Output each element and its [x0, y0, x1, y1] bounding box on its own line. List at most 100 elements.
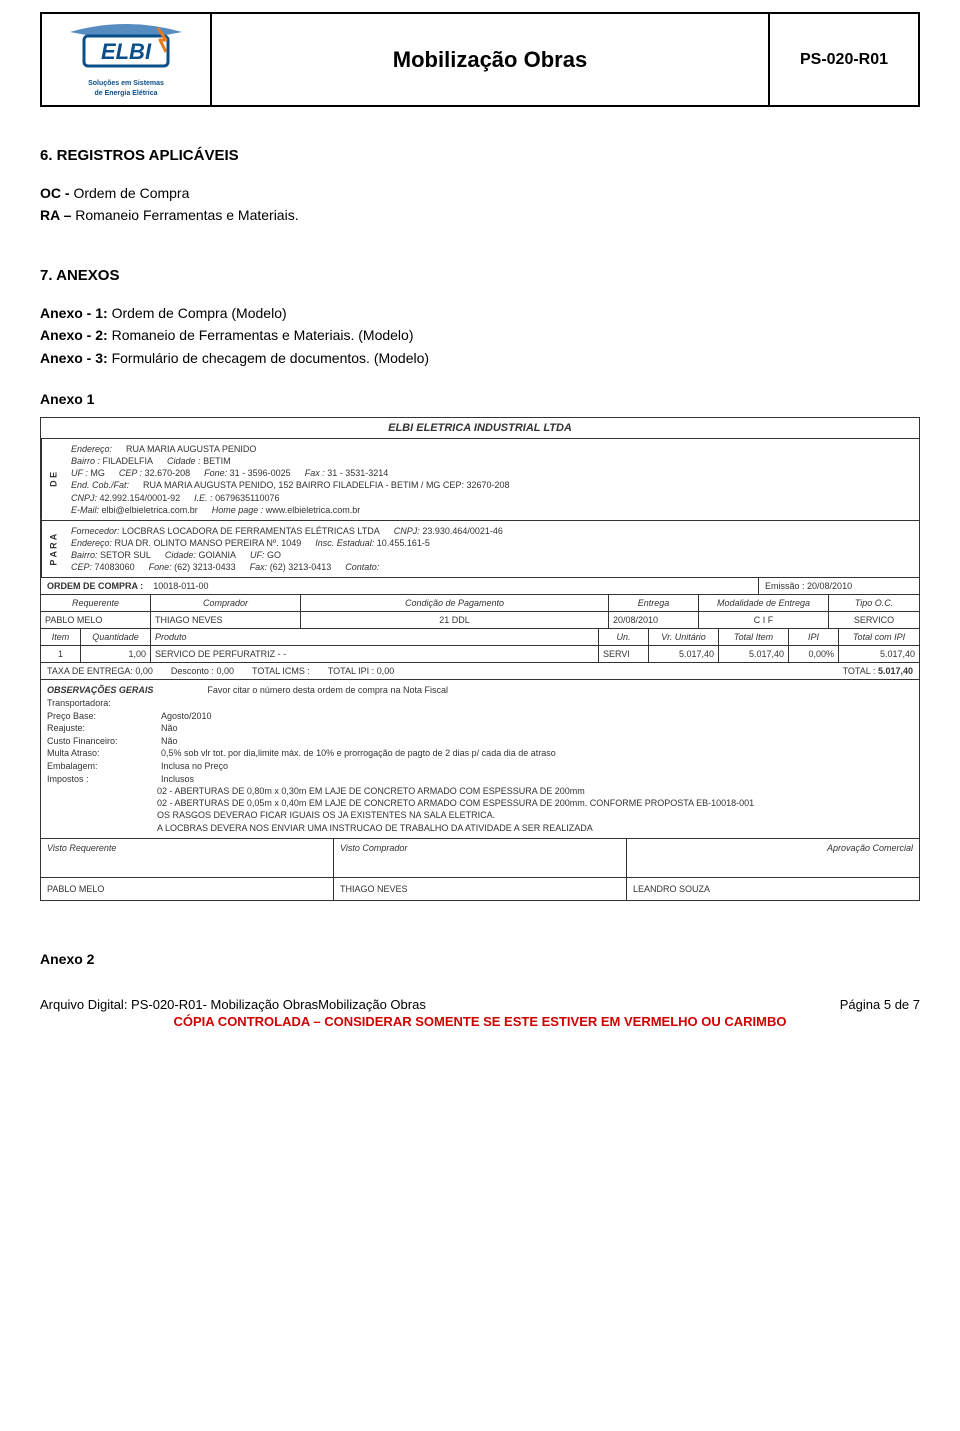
de-bairro-lab: Bairro : [71, 456, 100, 466]
ordem-row: ORDEM DE COMPRA : 10018-011-00 Emissão :… [41, 578, 919, 595]
obs-note: Favor citar o número desta ordem de comp… [207, 684, 448, 697]
para-forn: LOCBRAS LOCADORA DE FERRAMENTAS ELÉTRICA… [122, 526, 380, 536]
para-bairro-lab: Bairro: [71, 550, 98, 560]
anexo-2-line: Anexo - 2: Romaneio de Ferramentas e Mat… [40, 324, 920, 346]
sign-n1: PABLO MELO [41, 878, 334, 900]
custo-lab: Custo Financeiro: [47, 735, 147, 748]
footer-red-notice: CÓPIA CONTROLADA – CONSIDERAR SOMENTE SE… [40, 1014, 920, 1029]
tipo-val: SERVICO [854, 615, 894, 625]
doc-code: PS-020-R01 [768, 14, 918, 105]
custo-val: Não [161, 735, 178, 748]
anexo-3-label: Anexo - 3: [40, 350, 108, 366]
mod-val: C I F [754, 615, 774, 625]
para-fax: (62) 3213-0413 [270, 562, 332, 572]
section-6-line-2: RA – Romaneio Ferramentas e Materiais. [40, 204, 920, 226]
para-cidade: GOIANIA [198, 550, 236, 560]
oc-desc: Ordem de Compra [70, 185, 190, 201]
anexo-2-heading: Anexo 2 [40, 951, 920, 967]
para-rot-label: P A R A [41, 521, 65, 578]
para-fax-lab: Fax: [250, 562, 268, 572]
form-company-title: ELBI ELETRICA INDUSTRIAL LTDA [41, 418, 919, 439]
de-cidade: BETIM [203, 456, 231, 466]
logo-tagline-1: Soluções em Sistemas [66, 80, 186, 88]
para-uf: GO [267, 550, 281, 560]
order-head-row: Requerente Comprador Condição de Pagamen… [41, 595, 919, 612]
sign-n3: LEANDRO SOUZA [627, 878, 919, 900]
reaj-val: Não [161, 722, 178, 735]
de-cep-lab: CEP : [119, 468, 142, 478]
r1-totipi: 5.017,40 [839, 646, 919, 662]
t1-val: 0,00 [135, 666, 153, 676]
de-email: elbi@elbieletrica.com.br [102, 505, 198, 515]
de-fax-lab: Fax : [305, 468, 325, 478]
ordem-lab: ORDEM DE COMPRA : [47, 581, 143, 591]
ra-desc: Romaneio Ferramentas e Materiais. [71, 207, 298, 223]
col-vr: Vr. Unitário [649, 629, 719, 645]
obs-title: OBSERVAÇÕES GERAIS [47, 684, 153, 697]
r1-qtd: 1,00 [81, 646, 151, 662]
reaj-lab: Reajuste: [47, 722, 147, 735]
para-end-lab: Endereço: [71, 538, 112, 548]
order-form: ELBI ELETRICA INDUSTRIAL LTDA D E Endere… [40, 417, 920, 901]
oc-label: OC - [40, 185, 70, 201]
sign-n2: THIAGO NEVES [334, 878, 627, 900]
para-cnpj: 23.930.464/0021-46 [422, 526, 503, 536]
req-val: PABLO MELO [45, 615, 102, 625]
col-prod: Produto [151, 629, 599, 645]
de-endereco: RUA MARIA AUGUSTA PENIDO [126, 443, 256, 455]
de-ie: 0679635110076 [215, 493, 279, 503]
footer-right: Página 5 de 7 [840, 997, 920, 1012]
de-endcob-lab: End. Cob./Fat: [71, 479, 129, 491]
col-qtd: Quantidade [81, 629, 151, 645]
multa-lab: Multa Atraso: [47, 747, 147, 760]
doc-title: Mobilização Obras [212, 14, 768, 105]
r1-vr: 5.017,40 [649, 646, 719, 662]
para-cep: 74083060 [95, 562, 135, 572]
de-fone: 31 - 3596-0025 [230, 468, 291, 478]
anexo-1-label: Anexo - 1: [40, 305, 108, 321]
imp-lab: Impostos : [47, 773, 147, 786]
t4-lab: TOTAL IPI : [328, 666, 374, 676]
imp-val: Inclusos [161, 773, 194, 786]
de-rot-label: D E [41, 439, 65, 520]
t1-lab: TAXA DE ENTREGA: [47, 666, 133, 676]
de-home: www.elbieletrica.com.br [266, 505, 361, 515]
de-email-lab: E-Mail: [71, 505, 99, 515]
sign-h3: Aprovação Comercial [627, 839, 919, 877]
col-tot: Total Item [719, 629, 789, 645]
obs-long-3: OS RASGOS DEVERAO FICAR IGUAIS OS JA EXI… [157, 809, 913, 821]
item-columns: Item Quantidade Produto Un. Vr. Unitário… [41, 629, 919, 646]
obs-long-4: A LOCBRAS DEVERA NOS ENVIAR UMA INSTRUCA… [157, 822, 913, 834]
comp-lab: Comprador [203, 598, 248, 608]
order-head-values: PABLO MELO THIAGO NEVES 21 DDL 20/08/201… [41, 612, 919, 629]
r1-item: 1 [41, 646, 81, 662]
ra-label: RA – [40, 207, 71, 223]
t4-val: 0,00 [377, 666, 395, 676]
elbi-logo-icon: ELBI [66, 22, 186, 78]
t3-lab: TOTAL ICMS : [252, 666, 310, 676]
r1-prod: SERVICO DE PERFURATRIZ - - [151, 646, 599, 662]
para-end: RUA DR. OLINTO MANSO PEREIRA Nº. 1049 [115, 538, 302, 548]
obs-long-1: 02 - ABERTURAS DE 0,80m x 0,30m EM LAJE … [157, 785, 913, 797]
de-fone-lab: Fone: [204, 468, 227, 478]
preco-lab: Preço Base: [47, 710, 147, 723]
transp-lab: Transportadora: [47, 697, 111, 710]
section-6-line-1: OC - Ordem de Compra [40, 182, 920, 204]
anexo-3-desc: Formulário de checagem de documentos. (M… [108, 350, 429, 366]
para-fone-lab: Fone: [149, 562, 172, 572]
col-un: Un. [599, 629, 649, 645]
para-cidade-lab: Cidade: [165, 550, 196, 560]
para-uf-lab: UF: [250, 550, 265, 560]
r1-un: SERVI [599, 646, 649, 662]
de-cnpj: 42.992.154/0001-92 [100, 493, 181, 503]
sign-header-row: Visto Requerente Visto Comprador Aprovaç… [41, 839, 919, 877]
comp-val: THIAGO NEVES [155, 615, 223, 625]
entr-lab: Entrega [638, 598, 670, 608]
de-fax: 31 - 3531-3214 [327, 468, 388, 478]
item-row-1: 1 1,00 SERVICO DE PERFURATRIZ - - SERVI … [41, 646, 919, 663]
de-endereco-lab: Endereço: [71, 443, 112, 455]
form-para-section: P A R A Fornecedor: LOCBRAS LOCADORA DE … [41, 521, 919, 579]
obs-long-2: 02 - ABERTURAS DE 0,05m x 0,40m EM LAJE … [157, 797, 913, 809]
cond-val: 21 DDL [439, 615, 470, 625]
anexo-1-desc: Ordem de Compra (Modelo) [108, 305, 287, 321]
